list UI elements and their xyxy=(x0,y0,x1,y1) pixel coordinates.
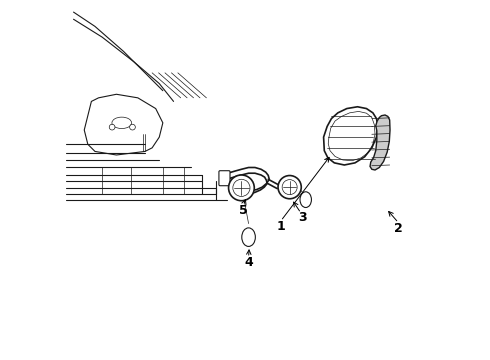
Circle shape xyxy=(109,124,115,130)
Polygon shape xyxy=(323,107,378,165)
Ellipse shape xyxy=(233,179,250,197)
FancyBboxPatch shape xyxy=(219,171,230,186)
Text: 5: 5 xyxy=(239,204,247,217)
Polygon shape xyxy=(370,115,390,170)
Ellipse shape xyxy=(242,228,255,247)
Text: 2: 2 xyxy=(394,222,403,235)
Ellipse shape xyxy=(300,192,312,207)
Ellipse shape xyxy=(228,175,254,201)
Text: 1: 1 xyxy=(276,220,285,233)
Circle shape xyxy=(130,124,135,130)
Polygon shape xyxy=(84,94,163,155)
Ellipse shape xyxy=(112,117,132,129)
Ellipse shape xyxy=(278,176,301,199)
Ellipse shape xyxy=(282,180,297,195)
Text: 3: 3 xyxy=(298,211,306,224)
Text: 4: 4 xyxy=(244,256,253,269)
